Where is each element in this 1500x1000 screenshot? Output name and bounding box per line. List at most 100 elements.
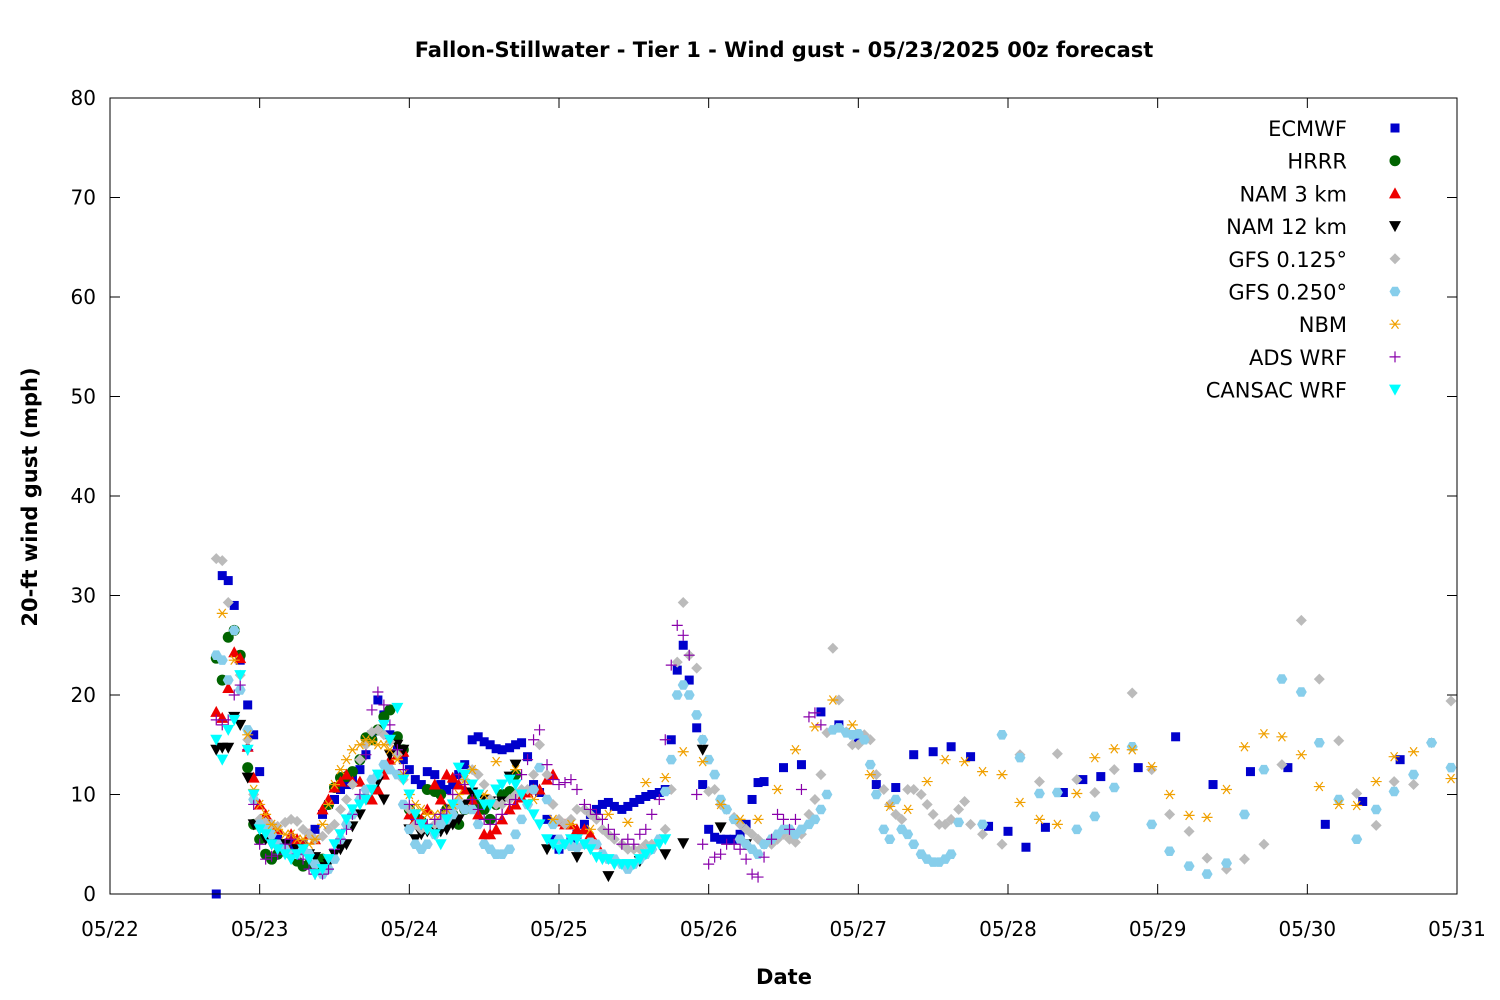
data-point bbox=[377, 794, 390, 806]
series-ecmwf bbox=[211, 571, 1405, 899]
data-point bbox=[353, 809, 366, 821]
data-point bbox=[334, 844, 347, 856]
data-point bbox=[484, 818, 496, 830]
data-point bbox=[584, 824, 596, 835]
data-point bbox=[734, 814, 746, 825]
data-point bbox=[403, 789, 416, 801]
data-point bbox=[217, 571, 227, 581]
data-point bbox=[510, 793, 522, 805]
data-point bbox=[534, 724, 546, 736]
data-point bbox=[571, 784, 583, 796]
data-point bbox=[266, 819, 278, 830]
data-point bbox=[371, 769, 384, 781]
y-tick-label: 70 bbox=[71, 186, 96, 210]
data-point bbox=[330, 794, 339, 804]
data-point bbox=[996, 730, 1008, 740]
data-point bbox=[709, 851, 721, 863]
data-point bbox=[654, 788, 664, 798]
data-point bbox=[255, 767, 265, 777]
data-point bbox=[416, 780, 426, 790]
data-point bbox=[665, 754, 677, 765]
data-point bbox=[442, 785, 452, 795]
data-point bbox=[472, 769, 484, 781]
legend-label: NAM 3 km bbox=[1239, 182, 1347, 206]
data-point bbox=[622, 843, 634, 855]
data-point bbox=[659, 734, 671, 746]
data-point bbox=[403, 798, 415, 810]
data-point bbox=[410, 775, 420, 785]
data-point bbox=[510, 764, 522, 775]
data-point bbox=[223, 576, 233, 586]
data-point bbox=[511, 740, 521, 750]
data-point bbox=[541, 769, 553, 781]
data-point bbox=[1003, 826, 1013, 836]
data-point bbox=[1313, 673, 1325, 685]
data-point bbox=[248, 798, 260, 810]
data-point bbox=[504, 844, 516, 854]
data-point bbox=[541, 834, 554, 846]
data-point bbox=[322, 854, 335, 866]
data-point bbox=[1358, 796, 1368, 806]
data-point bbox=[578, 839, 591, 851]
data-point bbox=[677, 629, 689, 641]
y-tick-label: 0 bbox=[83, 882, 96, 906]
data-point bbox=[422, 767, 432, 777]
data-point bbox=[703, 858, 715, 870]
data-point bbox=[1164, 846, 1176, 856]
data-point bbox=[691, 789, 703, 800]
data-point bbox=[597, 799, 607, 809]
data-point bbox=[340, 793, 352, 805]
data-point bbox=[397, 799, 409, 810]
data-point bbox=[1089, 752, 1101, 763]
data-point bbox=[884, 801, 896, 812]
data-point bbox=[1183, 825, 1195, 837]
data-point bbox=[216, 754, 229, 766]
series-gfs-0-250- bbox=[210, 625, 1457, 879]
data-point bbox=[242, 734, 254, 746]
y-axis-label: 20-ft wind gust (mph) bbox=[18, 367, 42, 626]
data-point bbox=[365, 793, 378, 805]
data-point bbox=[228, 689, 240, 701]
data-point bbox=[902, 804, 914, 815]
data-point bbox=[359, 794, 372, 806]
data-point bbox=[421, 839, 433, 849]
data-point bbox=[671, 690, 683, 700]
data-point bbox=[1313, 781, 1325, 792]
data-point bbox=[271, 844, 284, 856]
data-point bbox=[430, 770, 440, 780]
legend-label: HRRR bbox=[1287, 150, 1347, 174]
data-point bbox=[340, 754, 352, 765]
data-point bbox=[1146, 761, 1158, 772]
data-point bbox=[659, 823, 671, 835]
data-point bbox=[372, 686, 384, 698]
data-point bbox=[709, 784, 721, 796]
data-point bbox=[704, 824, 714, 834]
data-point bbox=[222, 675, 234, 685]
data-point bbox=[977, 766, 989, 777]
data-point bbox=[789, 744, 801, 755]
data-point bbox=[683, 690, 695, 700]
data-point bbox=[541, 794, 553, 805]
data-point bbox=[1276, 674, 1288, 684]
data-point bbox=[329, 779, 340, 790]
x-tick-label: 05/22 bbox=[81, 917, 139, 941]
data-point bbox=[578, 823, 591, 835]
data-point bbox=[216, 555, 228, 567]
data-point bbox=[1201, 852, 1213, 864]
data-point bbox=[902, 784, 914, 796]
data-point bbox=[815, 804, 827, 815]
data-point bbox=[928, 747, 938, 757]
data-point bbox=[247, 771, 260, 783]
data-point bbox=[285, 833, 297, 845]
data-point bbox=[553, 779, 565, 791]
data-point bbox=[659, 849, 672, 861]
data-point bbox=[833, 723, 845, 733]
data-point bbox=[1146, 819, 1158, 830]
data-point bbox=[547, 839, 560, 851]
data-point bbox=[421, 803, 434, 815]
data-point bbox=[490, 823, 503, 835]
data-point bbox=[253, 824, 266, 836]
data-point bbox=[1014, 797, 1026, 808]
data-point bbox=[1408, 779, 1420, 791]
